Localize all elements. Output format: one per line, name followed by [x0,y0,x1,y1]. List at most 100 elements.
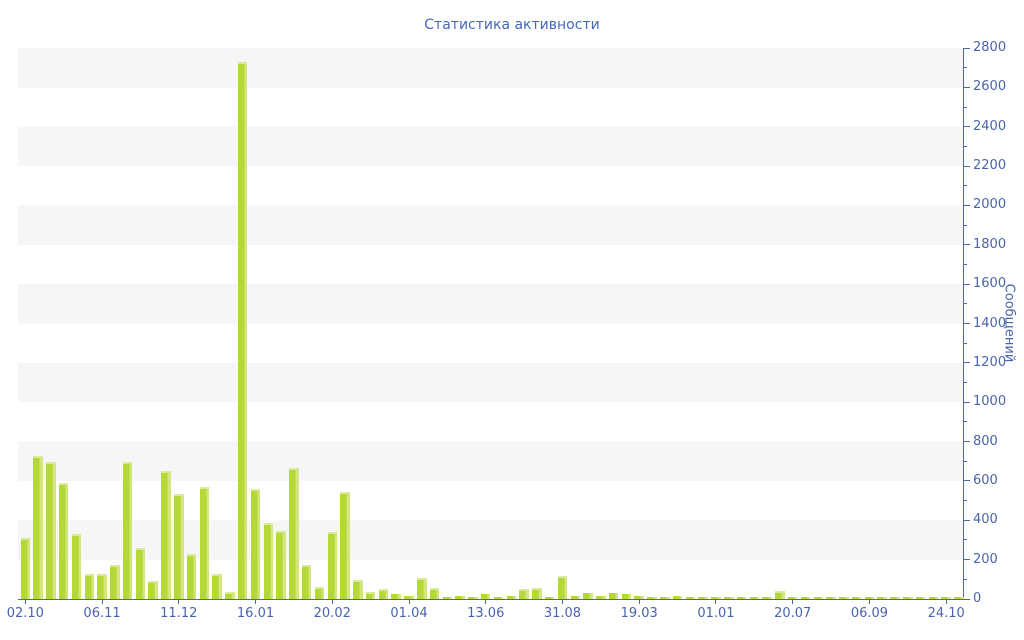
bar [33,455,43,599]
bar [583,593,593,599]
plot-area: 02.10 06.11 11.12 16.01 20.02 01.04 13.06 31.08… [7,48,965,621]
bar [314,586,325,599]
bar [148,581,158,599]
x-axis-tick [101,599,103,604]
bar [301,565,312,599]
bar [864,597,875,599]
bar [71,534,82,599]
y-axis-label: 600 [973,472,998,488]
y-axis-tick [963,67,967,69]
bar [570,596,581,599]
bar [97,574,107,599]
bar [378,589,389,599]
bar [928,597,939,599]
bar [890,597,900,599]
chart-title: Статистика активности [424,17,600,33]
x-axis-tick [24,599,26,604]
bar [263,523,274,599]
y-axis-tick [963,539,967,541]
y-axis-label: 200 [973,551,998,567]
bar [851,597,862,599]
bar [46,461,56,599]
bar [161,470,171,599]
y-axis-tick [963,480,970,482]
bar [212,574,222,599]
bar [84,574,94,599]
bar [915,597,926,599]
x-axis-tick [945,599,947,604]
bar [58,482,69,599]
y-axis-tick [963,224,967,226]
y-axis-tick [963,421,967,423]
x-axis-tick [561,599,563,604]
y-axis-tick [963,126,970,128]
bar [455,596,465,599]
bar [544,596,555,599]
bar [954,597,964,599]
y-axis-tick [963,204,970,206]
bar [365,591,376,599]
x-axis-label: 06.11 [83,606,121,621]
bar [532,587,542,599]
bar [237,61,248,599]
x-axis-label: 16.01 [236,606,275,621]
y-axis-label: 800 [973,433,998,449]
bar [711,597,721,599]
x-axis-label: 01.04 [390,606,428,621]
bar [608,593,619,599]
bar [634,596,644,599]
bar [672,596,683,599]
bar [839,597,849,599]
x-axis-label: 01.01 [697,606,735,621]
bar [289,467,299,599]
bar [174,493,184,599]
y-axis-tick [963,342,967,344]
x-axis-label: 24.10 [927,606,965,621]
bar [391,594,401,599]
y-axis-label: 400 [973,512,998,528]
x-axis-tick [331,599,333,604]
x-axis-label: 11.12 [160,606,198,621]
bar [685,596,696,599]
y-axis-tick [963,283,970,285]
y-axis-tick [963,559,970,561]
y-axis: 0 200 400 600 800 1000 1200 1400 1600 1800 2000 220… [963,40,1024,606]
bar [20,538,31,599]
bar [826,597,836,599]
bar [519,589,529,599]
y-axis-tick [963,47,970,49]
y-axis-tick [963,323,970,324]
bar [327,532,337,599]
y-axis-label: 2600 [973,79,1007,95]
x-axis-tick [715,599,717,604]
y-axis-tick [963,441,970,443]
bar [480,594,491,599]
y-axis-tick [963,145,967,147]
y-axis-tick [963,362,970,364]
x-axis-tick [792,599,794,604]
bar [736,597,747,599]
bar [199,487,210,599]
y-axis-tick [963,106,967,108]
bar [800,597,811,599]
bar [762,596,772,599]
bar [596,596,606,599]
y-axis-label: 0 [973,591,982,606]
bar [340,491,350,599]
y-axis-label: 2200 [973,158,1007,174]
bar [557,575,568,599]
bar [621,594,632,599]
y-axis-tick [963,382,967,384]
bar [749,596,760,599]
bar [698,597,708,599]
y-axis-tick [963,303,967,305]
y-axis-tick [963,86,970,88]
y-axis-tick [963,263,967,265]
x-axis-tick [638,599,640,604]
y-axis-tick [963,598,970,600]
y-axis-label: 2400 [973,118,1007,134]
y-axis-tick [963,460,967,462]
bar [122,462,133,599]
y-axis-label: 1400 [973,315,1007,331]
bar [787,596,798,599]
